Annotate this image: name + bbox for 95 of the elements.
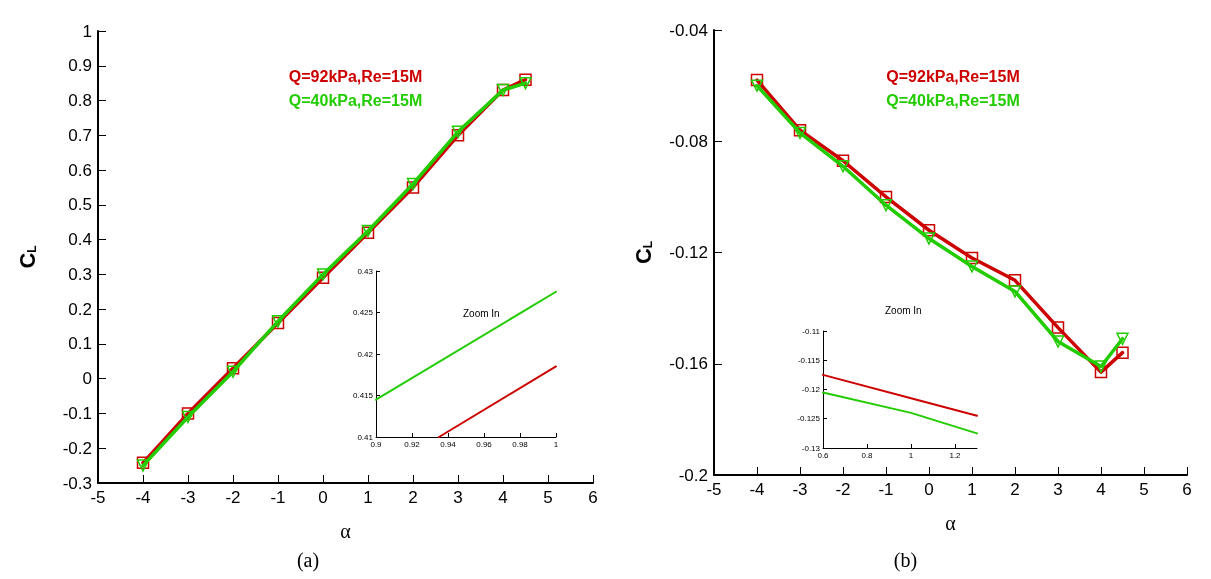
point — [406, 181, 420, 194]
point — [519, 76, 532, 90]
x-tick-label: -5 — [90, 488, 106, 507]
text: Zoom In — [463, 307, 500, 319]
x-tick-label: 0.9 — [370, 439, 383, 449]
x-tick-label: 5 — [543, 488, 553, 507]
y-tick-label: -0.04 — [669, 20, 708, 40]
x-tick-label: 0.96 — [476, 439, 493, 449]
y-tick-label: -0.3 — [62, 473, 92, 493]
y-tick-label: -0.12 — [801, 385, 821, 394]
x-tick-label: 2 — [408, 488, 418, 507]
x-tick-label: 3 — [453, 488, 463, 507]
x-tick-label: 1 — [967, 480, 977, 499]
x-tick-label: 1 — [553, 439, 559, 449]
x-tick-label: -3 — [180, 488, 196, 507]
y-tick-label: 0.6 — [68, 160, 92, 180]
y-tick-label: 1 — [82, 21, 92, 41]
x-tick-label: 0.6 — [817, 450, 830, 460]
x-tick-label: 6 — [1182, 480, 1192, 499]
point — [451, 125, 465, 139]
y-tick-label: 0.5 — [68, 195, 92, 215]
x-tick-label: 0.8 — [861, 450, 874, 460]
x-tick-label: -3 — [792, 480, 808, 499]
y-tick-label: 0.7 — [68, 125, 92, 145]
y-tick-label: -0.2 — [678, 465, 708, 485]
x-tick-label: 6 — [588, 488, 598, 507]
x-tick-label: 3 — [1053, 480, 1063, 499]
y-tick-label: -0.1 — [62, 403, 92, 423]
text: (a) — [296, 549, 320, 572]
y-tick-label: 0.1 — [68, 334, 92, 354]
y-tick-label: 0.42 — [357, 349, 374, 359]
y-tick-label: 0.3 — [68, 264, 92, 284]
point — [750, 79, 764, 92]
y-tick-label: -0.16 — [669, 354, 708, 374]
x-tick-label: -2 — [835, 480, 851, 499]
y-tick-label: 0.415 — [352, 391, 374, 400]
point — [519, 73, 532, 86]
point — [316, 268, 330, 281]
y-tick-label: 0.8 — [68, 91, 92, 111]
point — [922, 232, 936, 245]
x-tick-label: 0 — [924, 480, 934, 499]
y-axis-title: CL — [14, 245, 40, 269]
y-tick-label: 0.43 — [357, 266, 374, 276]
y-tick-label: 0 — [82, 369, 92, 389]
y-tick-label: 0.4 — [68, 230, 92, 250]
point — [965, 260, 979, 273]
x-tick-label: 0.92 — [404, 439, 421, 449]
y-axis-title: CL — [630, 240, 656, 265]
point — [1116, 332, 1129, 345]
y-tick-label: -0.2 — [62, 438, 92, 458]
y-tick-label: 0.41 — [357, 432, 374, 442]
point — [451, 129, 465, 142]
point — [181, 407, 195, 420]
x-axis-title: α — [945, 512, 957, 534]
text: (b) — [893, 549, 918, 572]
y-tick-label: -0.13 — [801, 443, 821, 453]
x-tick-label: -4 — [749, 480, 765, 499]
y-tick-label: 0.425 — [352, 308, 374, 317]
y-tick-label: 0.2 — [68, 299, 92, 319]
x-tick-label: 1.2 — [949, 450, 962, 460]
x-tick-label: -2 — [225, 488, 241, 507]
point — [1008, 285, 1022, 298]
y-tick-label: -0.11 — [802, 326, 821, 336]
x-tick-label: 4 — [498, 488, 508, 507]
x-tick-label: -1 — [270, 488, 286, 507]
text: Q=40kPa,Re=15M — [288, 91, 423, 109]
y-tick-label: 0.9 — [68, 56, 92, 76]
y-tick-label: -0.08 — [669, 131, 708, 151]
text: Q=40kPa,Re=15M — [886, 91, 1020, 109]
x-tick-label: -1 — [878, 480, 894, 499]
point — [1051, 321, 1065, 334]
point — [1051, 335, 1065, 348]
x-tick-label: -5 — [706, 480, 722, 499]
x-tick-label: 0.98 — [512, 439, 529, 449]
chart-title: Zoom In — [885, 304, 922, 316]
y-tick-label: -0.125 — [797, 414, 821, 424]
y-tick-label: -0.115 — [797, 355, 821, 365]
point — [406, 177, 420, 191]
x-tick-label: 0 — [318, 488, 328, 507]
y-tick-label: -0.12 — [669, 243, 708, 262]
point — [1094, 360, 1108, 373]
x-tick-label: 0.94 — [440, 439, 457, 449]
x-tick-label: 1 — [908, 450, 914, 460]
x-tick-label: 2 — [1010, 480, 1020, 499]
point — [836, 154, 850, 167]
x-axis-title: α — [340, 520, 352, 542]
text: Q=92kPa,Re=15M — [886, 67, 1020, 85]
point — [879, 198, 893, 212]
point — [181, 410, 195, 424]
point — [1116, 346, 1129, 359]
x-tick-label: 5 — [1139, 480, 1149, 499]
x-tick-label: -4 — [135, 488, 151, 507]
point — [836, 160, 850, 173]
x-tick-label: 4 — [1096, 480, 1106, 499]
text: Q=92kPa,Re=15M — [288, 67, 423, 85]
